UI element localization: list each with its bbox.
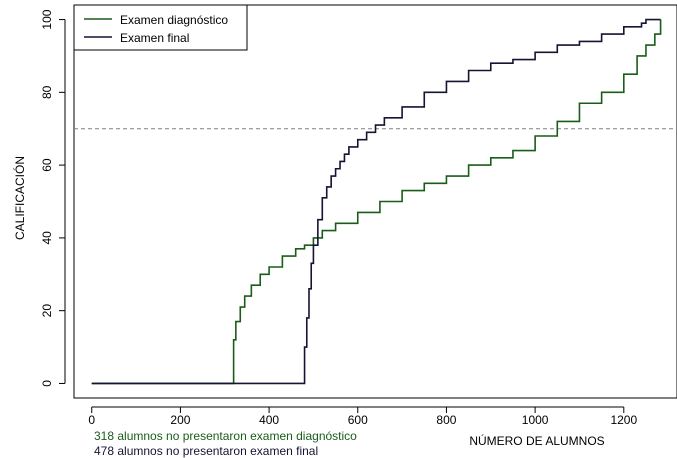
y-tick-label: 0 [40,380,54,387]
series-line-0 [91,19,662,385]
note-diagnostico: 318 alumnos no presentaron examen diagnó… [94,429,357,443]
y-tick-label: 100 [40,9,54,29]
x-tick-label: 0 [88,413,95,427]
y-axis: 0 20 40 60 80 100 [40,9,66,387]
plot-frame [73,4,677,399]
y-tick-label: 20 [40,304,54,318]
y-tick-label: 60 [40,158,54,172]
x-tick-label: 1000 [522,413,549,427]
x-tick-label: 200 [170,413,190,427]
x-axis-title: NÚMERO DE ALUMNOS [469,433,604,448]
legend-label-final: Examen final [120,31,189,45]
x-tick-label: 600 [348,413,368,427]
y-axis-title: CALIFICACIÓN [12,156,27,240]
legend: Examen diagnóstico Examen final [73,4,248,51]
series-group [91,18,662,385]
x-axis: 0 200 400 600 800 1000 1200 [88,406,637,427]
series-line-1 [91,18,661,385]
legend-box [73,4,248,51]
legend-label-diagnostico: Examen diagnóstico [120,13,228,27]
note-final: 478 alumnos no presentaron examen final [94,444,318,458]
y-tick-label: 80 [40,85,54,99]
x-tick-label: 400 [259,413,279,427]
x-tick-label: 800 [436,413,456,427]
x-tick-label: 1200 [610,413,637,427]
y-tick-label: 40 [40,231,54,245]
